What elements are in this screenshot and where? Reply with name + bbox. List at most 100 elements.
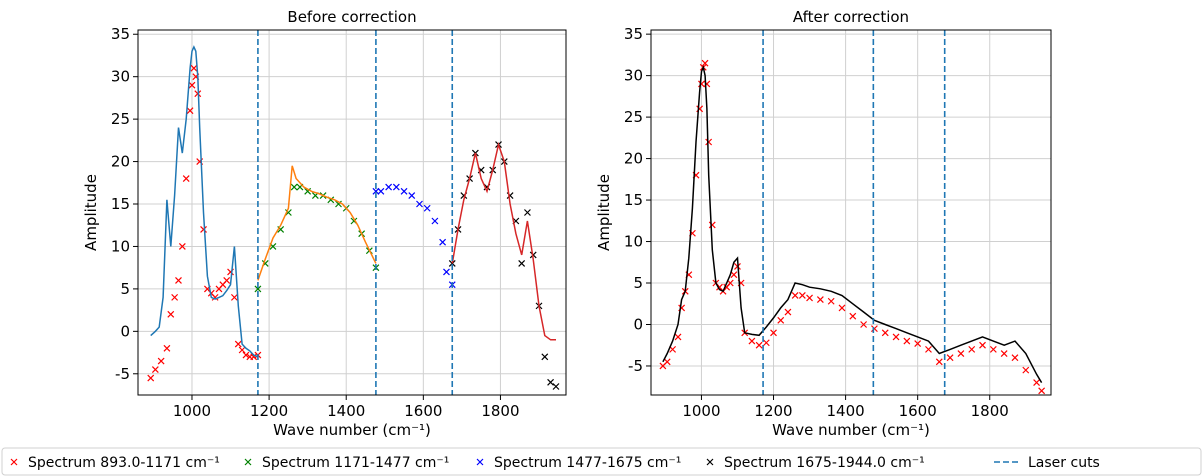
data-point [892, 333, 900, 341]
data-point [443, 268, 450, 276]
data-point [188, 81, 196, 89]
data-point [541, 353, 549, 361]
data-point [157, 357, 165, 365]
legend-label: Spectrum 1675-1944.0 cm⁻¹ [724, 455, 925, 471]
y-tick-label: 25 [111, 110, 130, 128]
data-point [234, 340, 242, 348]
data-point [935, 358, 943, 366]
y-axis-label: Amplitude [595, 174, 613, 251]
data-point [163, 344, 171, 352]
data-point [791, 292, 799, 299]
y-tick-label: 10 [624, 233, 643, 251]
x-tick-label: 1600 [404, 402, 442, 420]
data-point [400, 187, 408, 195]
y-axis-label: Amplitude [82, 174, 100, 251]
x-tick-label: 1800 [481, 402, 519, 420]
y-tick-label: 25 [624, 108, 643, 126]
data-point [925, 345, 932, 353]
data-point [178, 243, 186, 250]
data-layer [147, 45, 560, 390]
data-point [167, 310, 175, 318]
y-tick-label: 20 [624, 150, 643, 168]
data-point [552, 383, 560, 390]
legend-marker [10, 458, 18, 466]
data-point [674, 333, 682, 341]
data-point [238, 346, 246, 354]
y-tick-label: 10 [111, 237, 130, 255]
data-point [377, 187, 385, 195]
data-point [770, 329, 777, 337]
legend-label: Spectrum 1477-1675 cm⁻¹ [494, 455, 681, 471]
data-point [431, 217, 439, 225]
data-point [708, 221, 716, 229]
data-point [946, 354, 954, 362]
x-tick-label: 1800 [971, 402, 1009, 420]
data-point [211, 293, 219, 301]
x-tick-label: 1400 [327, 402, 365, 420]
data-point [335, 200, 342, 208]
x-tick-label: 1400 [827, 402, 865, 420]
data-point [1022, 366, 1030, 374]
data-point [524, 209, 531, 216]
data-point [385, 183, 393, 191]
data-point [784, 308, 792, 316]
x-tick-label: 1600 [899, 402, 937, 420]
x-tick-label: 1200 [754, 402, 792, 420]
x-tick-label: 1200 [250, 402, 288, 420]
data-point [968, 345, 976, 353]
data-point [914, 340, 922, 347]
y-tick-label: 5 [633, 274, 643, 292]
legend-marker [476, 458, 484, 466]
legend-label: Spectrum 893.0-1171 cm⁻¹ [28, 455, 220, 471]
data-point [230, 293, 238, 301]
y-tick-label: 15 [624, 191, 643, 209]
data-point [290, 183, 298, 191]
series-line-2 [662, 64, 1043, 383]
data-point [1038, 387, 1046, 395]
data-point [798, 292, 806, 299]
data-point [171, 293, 179, 301]
data-point [1033, 379, 1041, 386]
data-point [838, 304, 846, 312]
series-line-5 [150, 45, 259, 358]
y-tick-label: 30 [111, 68, 130, 86]
x-tick-label: 1000 [682, 402, 720, 420]
data-point [439, 238, 447, 246]
legend-label: Spectrum 1171-1477 cm⁻¹ [262, 455, 449, 471]
data-point [860, 321, 868, 328]
y-tick-label: 5 [120, 280, 130, 298]
legend-marker [706, 458, 714, 466]
series-line-6 [257, 165, 377, 281]
data-point [408, 192, 416, 199]
data-layer [659, 59, 1046, 395]
data-point [250, 353, 258, 361]
legend-label: Laser cuts [1028, 455, 1100, 471]
data-point [979, 341, 986, 349]
plot-frame [137, 29, 567, 396]
data-point [254, 285, 262, 293]
data-point [762, 339, 770, 347]
legend-marker [244, 458, 252, 466]
data-point [448, 260, 456, 267]
legend-frame [1, 447, 1202, 476]
data-point [392, 183, 400, 191]
data-point [175, 276, 182, 284]
data-point [372, 187, 380, 195]
data-point [423, 204, 431, 212]
legend: Spectrum 893.0-1171 cm⁻¹ Spectrum 1171-14… [1, 447, 1202, 476]
data-point [730, 271, 738, 279]
data-point [755, 341, 763, 349]
y-tick-label: 35 [624, 25, 643, 43]
data-point [881, 329, 889, 337]
data-point [870, 325, 878, 333]
data-point [186, 107, 194, 115]
data-point [903, 337, 911, 345]
data-point [1000, 350, 1008, 357]
data-point [957, 350, 965, 357]
x-axis-label: Wave number (cm⁻¹) [772, 421, 930, 439]
data-point [200, 226, 207, 233]
x-tick-label: 1000 [173, 402, 211, 420]
data-point [849, 312, 857, 320]
